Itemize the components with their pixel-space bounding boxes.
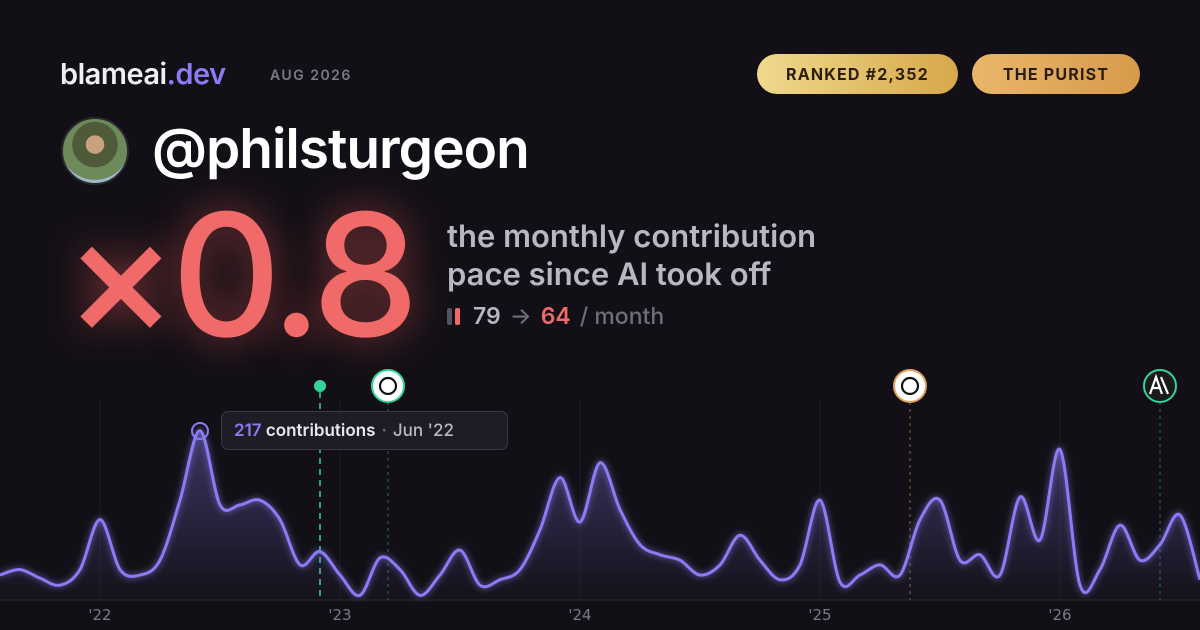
pace-icon bbox=[447, 307, 460, 325]
brand: blameai.dev bbox=[60, 56, 226, 91]
tooltip-value: 217 bbox=[234, 421, 262, 441]
period: AUG 2026 bbox=[270, 67, 352, 84]
openai-glyph bbox=[900, 376, 920, 396]
after-value: 64 bbox=[540, 302, 571, 330]
unit: / month bbox=[579, 302, 665, 330]
x-tick-label: '22 bbox=[88, 606, 111, 624]
rank-badge: RANKED #2,352 bbox=[757, 54, 958, 94]
openai-icon bbox=[893, 369, 927, 403]
anthropic-glyph bbox=[1148, 373, 1170, 395]
brand-tld: .dev bbox=[166, 56, 226, 91]
headline-line: the monthly contribution bbox=[447, 218, 817, 255]
event-dot bbox=[314, 380, 326, 392]
tooltip-unit: contributions bbox=[265, 421, 376, 441]
avatar bbox=[61, 117, 129, 185]
area bbox=[0, 430, 1200, 600]
brand-name: blameai bbox=[60, 56, 167, 91]
x-tick-label: '24 bbox=[568, 606, 591, 624]
headline-line: pace since AI took off bbox=[447, 256, 772, 293]
persona-badge: THE PURIST bbox=[972, 54, 1140, 94]
hover-ring bbox=[191, 422, 209, 440]
openai-icon bbox=[371, 369, 405, 403]
handle: @philsturgeon bbox=[152, 116, 530, 182]
multiplier: ×0.8 bbox=[64, 172, 419, 378]
line bbox=[0, 429, 1200, 598]
arrow: → bbox=[509, 302, 532, 330]
tooltip-separator: · bbox=[381, 421, 387, 441]
before-value: 79 bbox=[473, 302, 501, 330]
tooltip: 217 contributions · Jun '22 bbox=[221, 411, 508, 450]
x-tick-label: '23 bbox=[328, 606, 351, 624]
openai-glyph bbox=[378, 376, 398, 396]
tooltip-date: Jun '22 bbox=[392, 421, 454, 441]
x-tick-label: '26 bbox=[1048, 606, 1071, 624]
pace: 79 → 64 / month bbox=[447, 302, 664, 330]
x-tick-label: '25 bbox=[808, 606, 831, 624]
